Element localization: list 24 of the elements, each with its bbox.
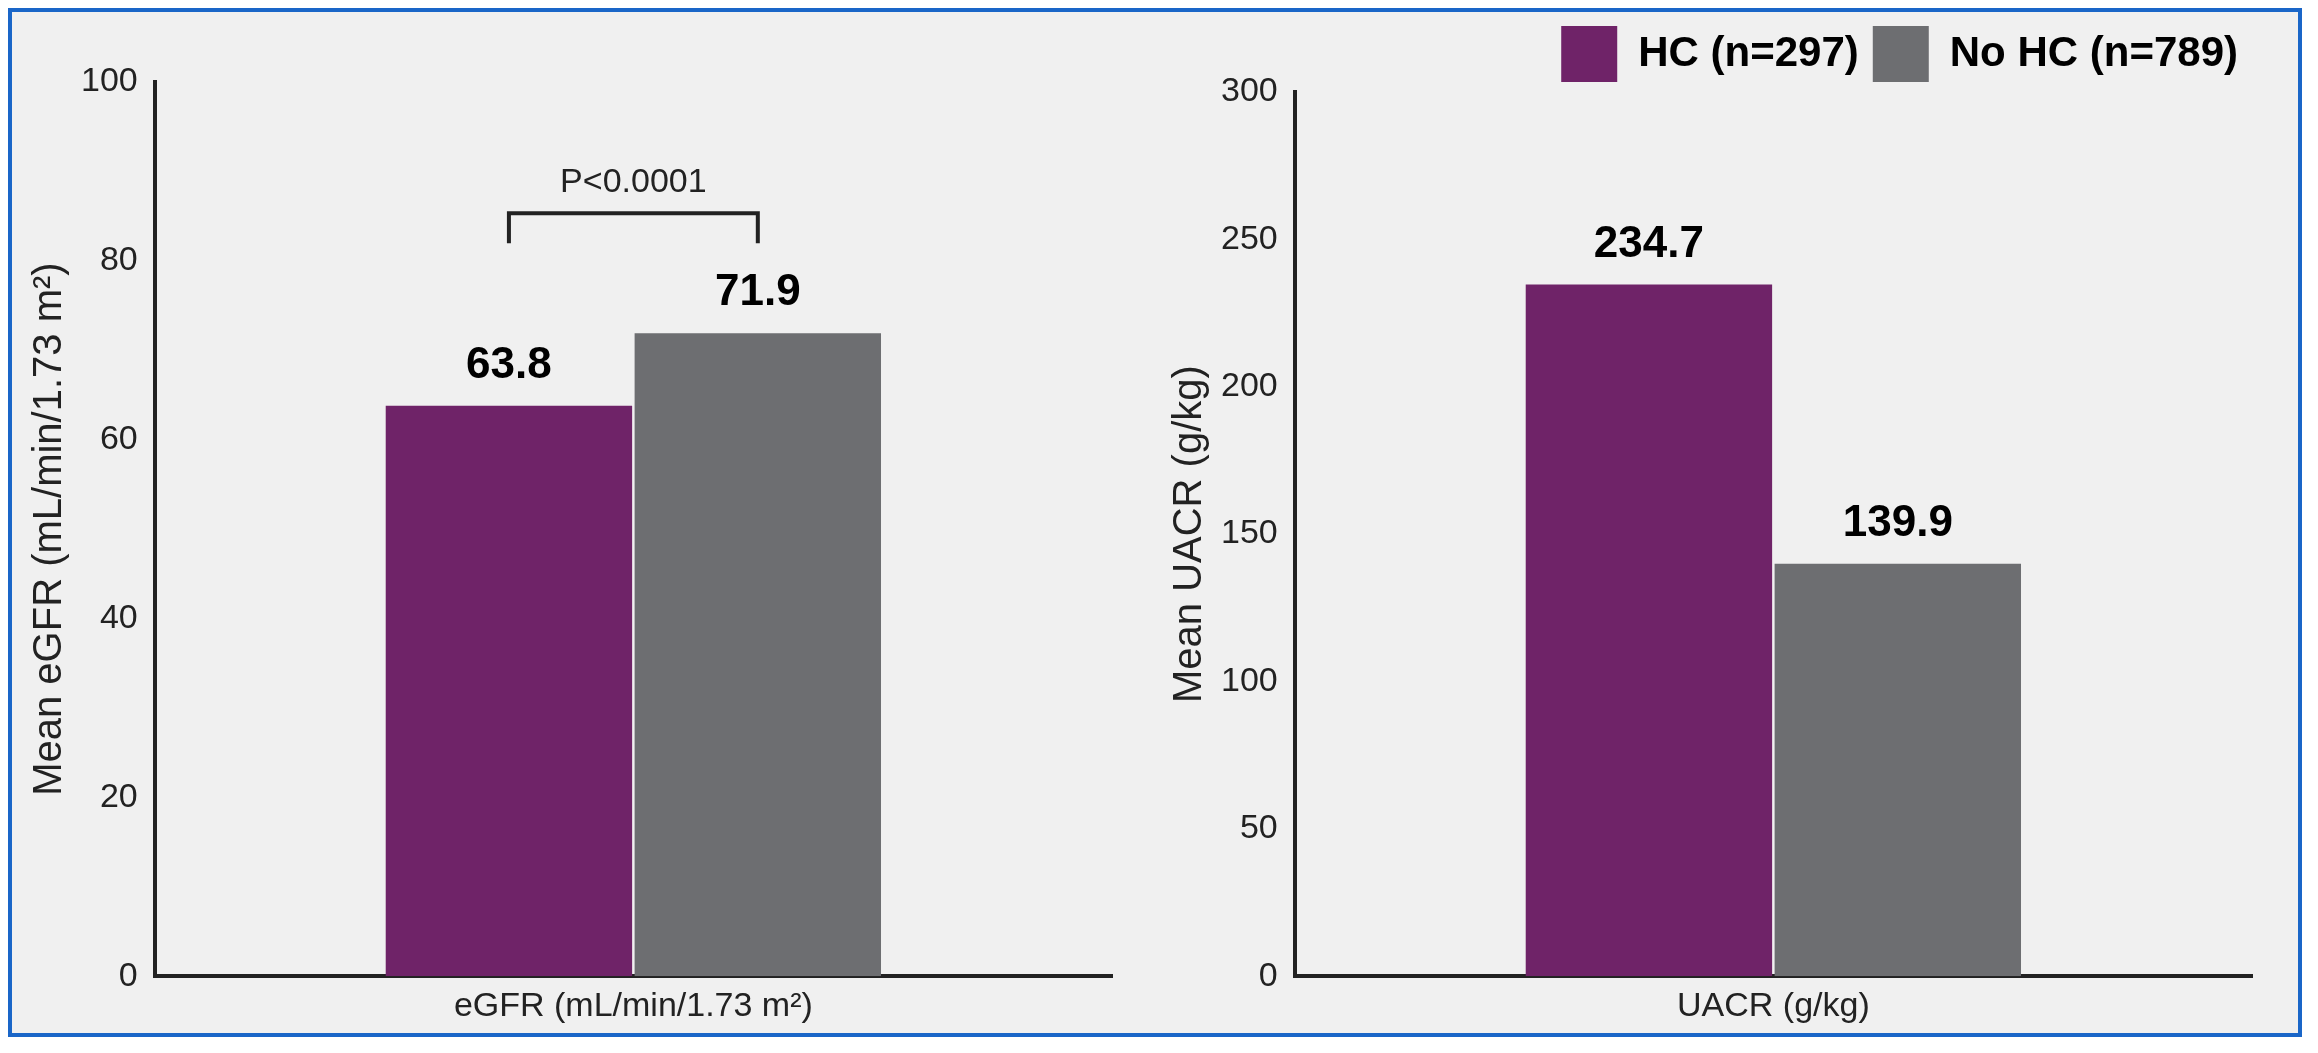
y-tick-label: 80 (99, 239, 138, 278)
y-tick-label: 250 (1220, 217, 1278, 256)
legend-label: No HC (n=789) (1949, 27, 2238, 75)
y-tick-label: 20 (99, 775, 138, 814)
y-tick-label: 100 (80, 60, 138, 99)
y-axis-title: Mean UACR (g/kg) (1165, 365, 1210, 704)
annotation: P<0.0001 (560, 160, 707, 199)
data-label: 234.7 (1593, 216, 1704, 266)
y-tick-label: 0 (1258, 954, 1278, 993)
y-tick-label: 100 (1220, 659, 1278, 698)
y-tick-label: 40 (99, 596, 138, 635)
data-label: 71.9 (714, 265, 801, 315)
x-tick-label: UACR (g/kg) (1677, 984, 1870, 1023)
legend-label: HC (n=297) (1638, 27, 1859, 75)
y-tick-label: 60 (99, 418, 138, 457)
y-tick-label: 0 (118, 954, 138, 993)
data-label: 63.8 (466, 337, 552, 387)
y-tick-label: 50 (1239, 807, 1278, 846)
y-tick-label: 200 (1220, 365, 1278, 404)
x-tick-label: eGFR (mL/min/1.73 m²) (453, 984, 813, 1023)
y-tick-label: 150 (1220, 512, 1278, 551)
y-axis-title: Mean eGFR (mL/min/1.73 m²) (25, 262, 70, 796)
y-tick-label: 300 (1220, 70, 1278, 109)
data-label: 139.9 (1842, 496, 1953, 546)
